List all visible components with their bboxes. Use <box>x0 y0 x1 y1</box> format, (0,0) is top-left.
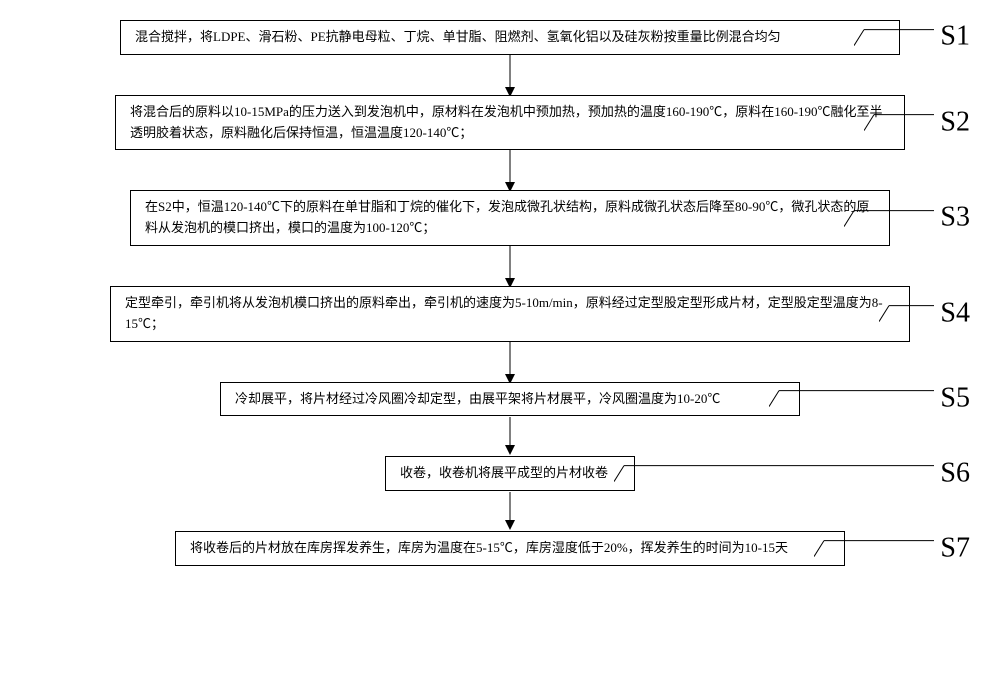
step-row: 收卷，收卷机将展平成型的片材收卷 S6 <box>70 456 950 491</box>
step-label-s5: S5 <box>769 377 970 422</box>
step-row: 混合搅拌，将LDPE、滑石粉、PE抗静电母粒、丁烷、单甘脂、阻燃剂、氢氧化铝以及… <box>70 20 950 55</box>
step-text: 冷却展平，将片材经过冷风圈冷却定型，由展平架将片材展平，冷风圈温度为10-20℃ <box>235 391 720 406</box>
step-text: 将收卷后的片材放在库房挥发养生，库房为温度在5-15℃，库房湿度低于20%，挥发… <box>190 540 788 555</box>
lead-line-icon <box>864 113 934 133</box>
step-label-s6: S6 <box>614 451 970 496</box>
step-id-label: S4 <box>940 291 970 336</box>
step-label-s4: S4 <box>879 291 970 336</box>
arrow-down-icon <box>502 416 518 456</box>
lead-line-icon <box>854 27 934 47</box>
arrow-down-icon <box>502 150 518 190</box>
lead-line-icon <box>814 539 934 559</box>
step-label-s7: S7 <box>814 526 970 571</box>
step-label-s3: S3 <box>844 196 970 241</box>
arrow-down-icon <box>502 342 518 382</box>
step-row: 定型牵引，牵引机将从发泡机模口挤出的原料牵出，牵引机的速度为5-10m/min，… <box>70 286 950 342</box>
step-text: 将混合后的原料以10-15MPa的压力送入到发泡机中，原材料在发泡机中预加热，预… <box>130 104 883 140</box>
step-node-s6: 收卷，收卷机将展平成型的片材收卷 <box>385 456 635 491</box>
step-text: 收卷，收卷机将展平成型的片材收卷 <box>400 465 608 480</box>
step-row: 在S2中，恒温120-140℃下的原料在单甘脂和丁烷的催化下，发泡成微孔状结构，… <box>70 190 950 246</box>
lead-line-icon <box>879 304 934 324</box>
step-node-s5: 冷却展平，将片材经过冷风圈冷却定型，由展平架将片材展平，冷风圈温度为10-20℃ <box>220 382 800 417</box>
step-id-label: S2 <box>940 100 970 145</box>
arrow-down-icon <box>502 491 518 531</box>
lead-line-icon <box>769 389 934 409</box>
step-node-s3: 在S2中，恒温120-140℃下的原料在单甘脂和丁烷的催化下，发泡成微孔状结构，… <box>130 190 890 246</box>
step-row: 冷却展平，将片材经过冷风圈冷却定型，由展平架将片材展平，冷风圈温度为10-20℃… <box>70 382 950 417</box>
step-node-s1: 混合搅拌，将LDPE、滑石粉、PE抗静电母粒、丁烷、单甘脂、阻燃剂、氢氧化铝以及… <box>120 20 900 55</box>
lead-line-icon <box>614 464 934 484</box>
step-node-s4: 定型牵引，牵引机将从发泡机模口挤出的原料牵出，牵引机的速度为5-10m/min，… <box>110 286 910 342</box>
step-row: 将混合后的原料以10-15MPa的压力送入到发泡机中，原材料在发泡机中预加热，预… <box>70 95 950 151</box>
step-id-label: S7 <box>940 526 970 571</box>
step-label-s1: S1 <box>854 15 970 60</box>
step-id-label: S1 <box>940 15 970 60</box>
arrow-down-icon <box>502 246 518 286</box>
step-row: 将收卷后的片材放在库房挥发养生，库房为温度在5-15℃，库房湿度低于20%，挥发… <box>70 531 950 566</box>
step-text: 定型牵引，牵引机将从发泡机模口挤出的原料牵出，牵引机的速度为5-10m/min，… <box>125 295 883 331</box>
step-id-label: S5 <box>940 377 970 422</box>
step-text: 在S2中，恒温120-140℃下的原料在单甘脂和丁烷的催化下，发泡成微孔状结构，… <box>145 199 869 235</box>
flowchart-container: 混合搅拌，将LDPE、滑石粉、PE抗静电母粒、丁烷、单甘脂、阻燃剂、氢氧化铝以及… <box>70 20 950 566</box>
lead-line-icon <box>844 208 934 228</box>
step-node-s7: 将收卷后的片材放在库房挥发养生，库房为温度在5-15℃，库房湿度低于20%，挥发… <box>175 531 845 566</box>
step-text: 混合搅拌，将LDPE、滑石粉、PE抗静电母粒、丁烷、单甘脂、阻燃剂、氢氧化铝以及… <box>135 29 781 44</box>
step-node-s2: 将混合后的原料以10-15MPa的压力送入到发泡机中，原材料在发泡机中预加热，预… <box>115 95 905 151</box>
arrow-down-icon <box>502 55 518 95</box>
step-id-label: S3 <box>940 196 970 241</box>
step-id-label: S6 <box>940 451 970 496</box>
step-label-s2: S2 <box>864 100 970 145</box>
